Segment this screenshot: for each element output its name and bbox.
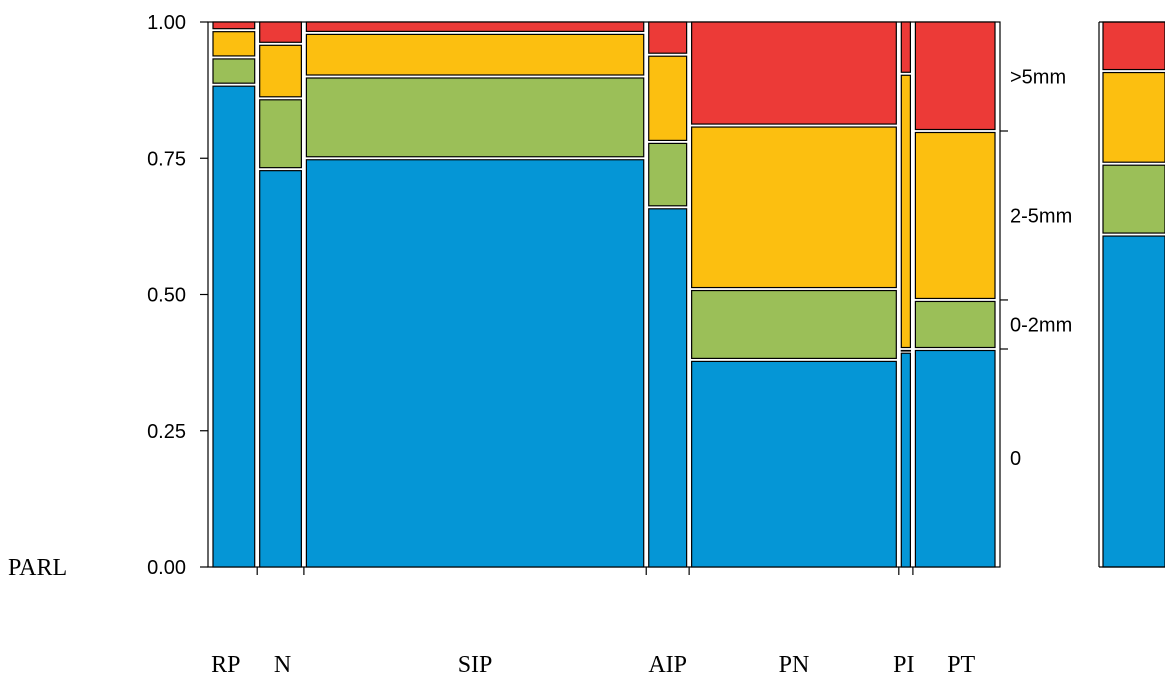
tile-n-1 (259, 99, 302, 169)
tile-n-2 (259, 44, 302, 98)
y-axis-label: PARL (8, 555, 67, 581)
y-tick-label: 0.75 (147, 148, 186, 170)
tile-sip-1 (305, 77, 645, 158)
tile-rp-1 (212, 58, 256, 84)
legend-label: 2-5mm (1010, 205, 1072, 227)
x-category-label: AIP (648, 652, 687, 678)
tile-sip-2 (305, 33, 645, 76)
tile-pn-3 (691, 21, 897, 125)
tile-pt-2 (914, 131, 996, 300)
x-category-label: RP (211, 652, 240, 678)
x-category-label: PT (947, 652, 975, 678)
legend-label: 0-2mm (1010, 314, 1072, 336)
x-category-label: N (274, 652, 291, 678)
tile-aip-1 (648, 142, 688, 207)
y-tick-label: 0.50 (147, 285, 186, 307)
tile-pt-3 (914, 21, 996, 131)
tile-rp-2 (212, 31, 256, 57)
tile-pn-1 (691, 289, 897, 359)
tile-aip-3 (648, 21, 688, 54)
marginal-tile-2 (1102, 71, 1165, 163)
tile-sip-0 (305, 159, 645, 568)
legend-label: >5mm (1010, 67, 1066, 89)
marginal-tile-1 (1102, 164, 1165, 234)
tile-aip-0 (648, 208, 688, 568)
tile-sip-3 (305, 21, 645, 32)
x-category-label: PN (779, 652, 810, 678)
tile-pi-0 (900, 352, 912, 568)
tile-n-3 (259, 21, 302, 43)
marginal-tile-3 (1102, 21, 1165, 71)
tile-pt-0 (914, 349, 996, 568)
tile-pn-2 (691, 126, 897, 289)
tile-pi-3 (900, 21, 912, 73)
legend-label: 0 (1010, 448, 1021, 470)
tile-n-0 (259, 170, 302, 568)
tile-rp-0 (212, 85, 256, 568)
tile-pn-0 (691, 360, 897, 568)
tile-aip-2 (648, 55, 688, 141)
tile-pt-1 (914, 300, 996, 349)
x-category-label: PI (893, 652, 914, 678)
y-tick-label: 1.00 (147, 12, 186, 34)
tile-pi-1 (900, 349, 912, 352)
x-category-label: SIP (458, 652, 493, 678)
tile-rp-3 (212, 21, 256, 30)
y-tick-label: 0.25 (147, 421, 186, 443)
tile-pi-2 (900, 74, 912, 349)
y-tick-label: 0.00 (147, 557, 186, 579)
marginal-tile-0 (1102, 235, 1165, 568)
